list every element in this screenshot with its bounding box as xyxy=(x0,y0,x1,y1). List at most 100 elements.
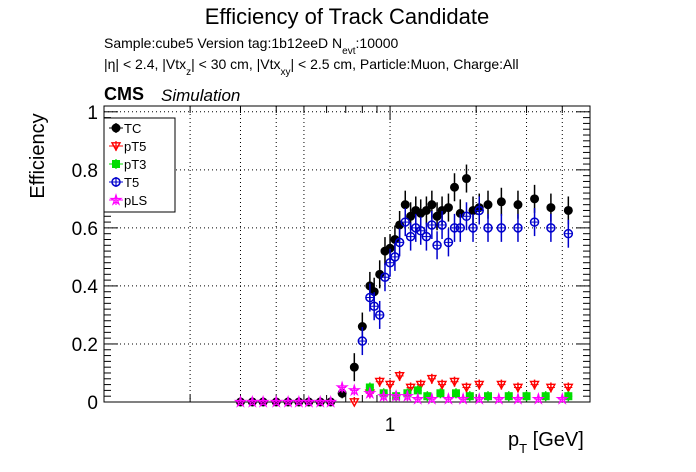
data-point xyxy=(522,392,531,401)
data-point xyxy=(564,392,573,401)
simulation-label: Simulation xyxy=(161,86,240,105)
chart-title: Efficiency of Track Candidate xyxy=(205,4,490,29)
legend-marker xyxy=(109,192,123,206)
data-point xyxy=(423,392,432,401)
data-point xyxy=(496,223,507,233)
x-tick-labels: 1 xyxy=(385,415,396,436)
data-point xyxy=(461,383,472,393)
y-tick-label: 0.8 xyxy=(72,161,98,182)
data-point xyxy=(394,237,405,248)
data-point xyxy=(484,392,493,401)
data-point xyxy=(385,257,395,268)
data-point xyxy=(511,392,525,405)
subtitle-line-2-sub-z: z xyxy=(186,67,191,78)
x-axis-label-unit: [GeV] xyxy=(527,429,584,451)
data-point xyxy=(406,211,416,221)
data-point xyxy=(546,223,556,233)
data-point xyxy=(474,205,484,216)
data-point xyxy=(363,386,377,399)
data-point xyxy=(443,203,453,213)
y-tick-label: 0.4 xyxy=(72,277,99,298)
legend-label: pT5 xyxy=(124,139,146,154)
legend-label: pLS xyxy=(124,193,147,208)
subtitle-line-1-suffix: :10000 xyxy=(356,35,399,51)
data-point xyxy=(415,226,426,236)
legend-label: T5 xyxy=(124,175,139,190)
data-point xyxy=(437,220,447,230)
data-point xyxy=(349,398,360,408)
data-point xyxy=(394,371,405,382)
data-point xyxy=(357,336,368,346)
legend-label: TC xyxy=(124,121,141,136)
data-point xyxy=(347,383,362,397)
data-point xyxy=(468,223,478,233)
data-point xyxy=(323,394,338,408)
data-point xyxy=(432,240,442,251)
data-point xyxy=(436,380,448,391)
y-tick-label: 0 xyxy=(87,393,98,414)
data-point xyxy=(245,394,260,408)
subtitle-line-2-c: | < 2.5 cm, Particle:Muon, Charge:All xyxy=(290,56,518,72)
data-point xyxy=(541,392,550,401)
subtitle-line-2-a: |η| < 2.4, |Vtx xyxy=(104,56,186,72)
data-point xyxy=(456,392,470,405)
data-point xyxy=(483,200,493,210)
data-point xyxy=(530,194,540,204)
data-point xyxy=(405,383,416,393)
data-point xyxy=(563,383,574,393)
cms-label: CMS xyxy=(104,84,144,104)
data-point xyxy=(269,394,283,408)
data-point xyxy=(411,392,425,405)
y-tick-label: 0.6 xyxy=(72,219,98,240)
data-point xyxy=(415,380,426,391)
series-layer xyxy=(233,164,574,408)
data-point xyxy=(427,200,437,210)
data-point xyxy=(256,394,270,408)
data-point xyxy=(374,310,385,320)
data-point xyxy=(450,182,460,192)
data-point xyxy=(461,174,471,184)
data-point xyxy=(376,389,391,402)
subtitle-line-2-sub-xy: xy xyxy=(280,67,290,78)
subtitle-line-1: Sample:cube5 Version tag:1b12eeD Nevt:10… xyxy=(104,35,399,57)
data-point xyxy=(472,392,486,405)
data-point xyxy=(384,380,396,391)
data-point xyxy=(449,377,460,388)
data-point xyxy=(411,223,421,233)
data-point xyxy=(465,392,474,401)
data-point xyxy=(496,197,506,207)
y-tick-labels: 0 0.2 0.4 0.6 0.8 1 xyxy=(72,103,99,414)
y-tick-label: 1 xyxy=(87,103,98,124)
data-point xyxy=(421,231,432,242)
y-tick-label: 0.2 xyxy=(72,335,98,356)
data-point xyxy=(441,392,456,405)
data-point xyxy=(546,203,556,213)
data-point xyxy=(369,301,379,311)
data-point xyxy=(529,380,540,391)
series-pLS xyxy=(233,380,569,408)
x-tick-label: 1 xyxy=(385,415,396,436)
data-point xyxy=(443,237,454,248)
legend-marker xyxy=(112,160,120,168)
data-point xyxy=(349,362,359,372)
data-point xyxy=(405,231,416,242)
data-point xyxy=(413,386,422,395)
x-axis-label-main: p xyxy=(508,429,519,451)
data-point xyxy=(389,389,403,402)
y-axis-label: Efficiency xyxy=(27,113,49,198)
data-point xyxy=(529,217,540,227)
data-point xyxy=(425,392,439,405)
data-point xyxy=(233,394,248,408)
series-pT5 xyxy=(349,370,574,408)
axis-ticks xyxy=(104,106,590,403)
data-point xyxy=(504,392,513,401)
data-point xyxy=(432,211,442,221)
series-T5 xyxy=(357,196,574,356)
data-point xyxy=(313,394,327,408)
series-TC xyxy=(235,164,573,407)
data-point xyxy=(380,272,390,282)
data-point xyxy=(451,389,460,398)
data-point xyxy=(436,389,445,398)
data-point xyxy=(426,374,438,385)
